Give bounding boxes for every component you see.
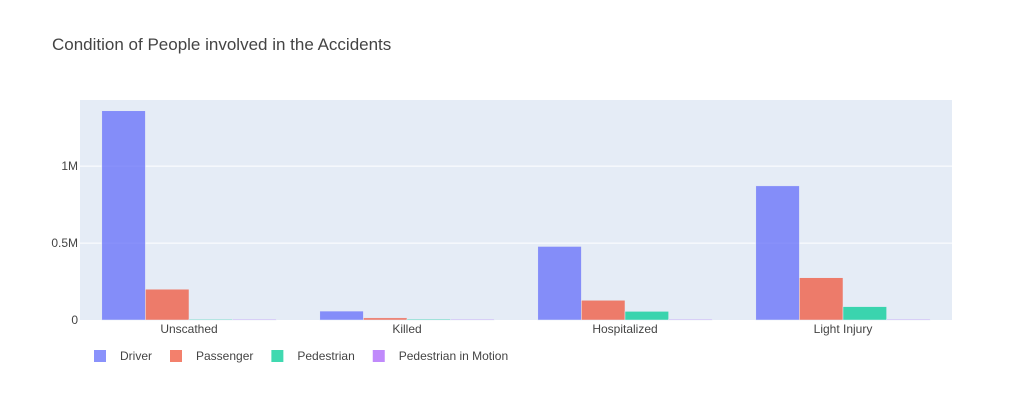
y-tick-label: 1M [61, 159, 78, 173]
x-tick-label: Killed [392, 322, 421, 336]
y-tick-label: 0.5M [51, 236, 78, 250]
bar-passenger-hospitalized[interactable] [581, 300, 626, 321]
legend-label: Pedestrian in Motion [399, 349, 508, 363]
legend-label: Pedestrian [297, 349, 354, 363]
bar-pedestrian-in-motion-killed[interactable] [450, 318, 495, 321]
bar-pedestrian-in-motion-unscathed[interactable] [232, 318, 277, 321]
bar-passenger-unscathed[interactable] [145, 288, 190, 321]
legend[interactable]: Driver Passenger Pedestrian Pedestrian in M… [94, 349, 508, 363]
bar-pedestrian-in-motion-hospitalized[interactable] [668, 318, 713, 321]
bar-pedestrian-unscathed[interactable] [188, 318, 233, 321]
legend-item-pedestrian[interactable]: Pedestrian [271, 349, 355, 363]
legend-item-pedestrian-in-motion[interactable]: Pedestrian in Motion [372, 349, 508, 363]
bar-driver-killed[interactable] [319, 310, 364, 321]
legend-item-passenger[interactable]: Passenger [170, 349, 253, 363]
gridlines [80, 165, 952, 244]
bars [101, 110, 931, 321]
bar-pedestrian-killed[interactable] [406, 318, 451, 321]
y-axis-ticks: 0 0.5M 1M [51, 159, 78, 327]
legend-swatch [271, 350, 284, 362]
legend-swatch [170, 350, 182, 362]
x-tick-label: Unscathed [160, 322, 217, 336]
bar-driver-unscathed[interactable] [101, 110, 146, 321]
chart-title: Condition of People involved in the Acci… [52, 35, 391, 54]
legend-label: Driver [120, 349, 152, 363]
bar-passenger-killed[interactable] [363, 317, 408, 321]
legend-item-driver[interactable]: Driver [94, 349, 152, 363]
legend-label: Passenger [196, 349, 253, 363]
bar-pedestrian-hospitalized[interactable] [624, 311, 669, 321]
x-tick-label: Hospitalized [592, 322, 657, 336]
bar-pedestrian-in-motion-light-injury[interactable] [886, 318, 931, 321]
legend-swatch [372, 350, 385, 362]
y-tick-label: 0 [71, 313, 78, 327]
bar-driver-hospitalized[interactable] [537, 246, 582, 321]
x-axis-ticks: Unscathed Killed Hospitalized Light Injury [160, 322, 872, 336]
bar-pedestrian-light-injury[interactable] [842, 306, 887, 321]
bar-driver-light-injury[interactable] [755, 185, 800, 321]
bar-passenger-light-injury[interactable] [799, 277, 844, 321]
legend-swatch [94, 350, 106, 362]
x-tick-label: Light Injury [814, 322, 873, 336]
